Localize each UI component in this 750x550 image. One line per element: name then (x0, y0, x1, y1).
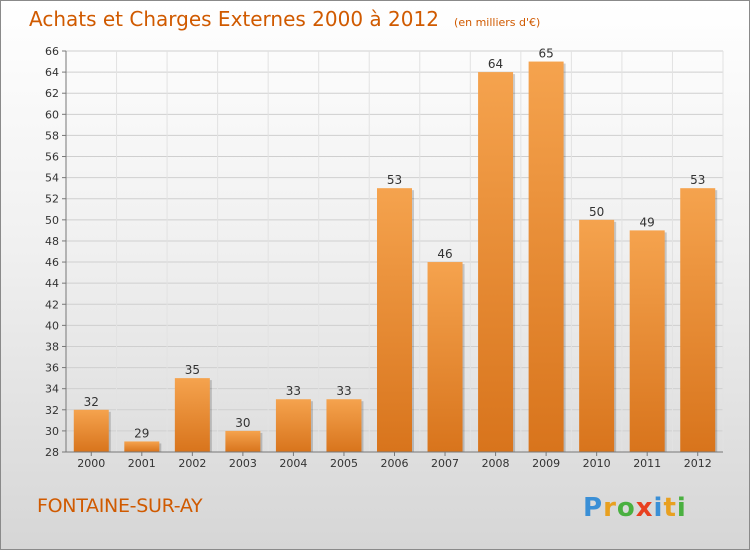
x-tick-label: 2010 (583, 457, 611, 470)
bar (326, 399, 362, 452)
bar (174, 378, 210, 452)
y-tick-label: 46 (45, 256, 59, 269)
logo-letter: i (676, 493, 687, 523)
x-tick-label: 2011 (633, 457, 661, 470)
logo-letter: t (663, 493, 677, 523)
proxiti-logo: Proxiti (583, 493, 687, 523)
x-tick-label: 2003 (229, 457, 257, 470)
y-tick-label: 44 (45, 277, 59, 290)
bar-value-label: 64 (488, 57, 503, 71)
y-tick-label: 54 (45, 172, 59, 185)
bar (225, 430, 261, 452)
x-tick-label: 2006 (381, 457, 409, 470)
bar-value-label: 50 (589, 205, 604, 219)
bar (427, 262, 463, 452)
bar-value-label: 35 (185, 363, 200, 377)
y-tick-label: 50 (45, 214, 59, 227)
x-tick-label: 2002 (178, 457, 206, 470)
logo-letter: r (603, 493, 617, 523)
logo-letter: o (616, 493, 636, 523)
x-tick-label: 2005 (330, 457, 358, 470)
bar-value-label: 33 (336, 384, 351, 398)
y-axis: 28 30 32 34 36 38 40 42 44 46 48 50 52 54 56 58 60 62 64 66 (45, 45, 67, 459)
y-tick-label: 30 (45, 425, 59, 438)
bar-value-label: 53 (387, 173, 402, 187)
bar-value-label: 49 (640, 215, 655, 229)
x-tick-label: 2009 (532, 457, 560, 470)
bar-value-label: 29 (134, 426, 149, 440)
bar (629, 230, 665, 452)
x-tick-label: 2004 (279, 457, 307, 470)
y-tick-label: 48 (45, 235, 59, 248)
title-block: Achats et Charges Externes 2000 à 2012 (… (29, 7, 540, 31)
bars: 32 29 35 30 33 33 53 46 64 65 50 49 53 (73, 47, 718, 453)
bar (73, 409, 109, 452)
bar (124, 441, 160, 452)
bar (579, 219, 615, 452)
y-tick-label: 62 (45, 87, 59, 100)
chart-title: Achats et Charges Externes 2000 à 2012 (29, 7, 439, 31)
x-tick-label: 2012 (684, 457, 712, 470)
chart-subtitle: (en milliers d'€) (454, 16, 541, 29)
bar-value-label: 30 (235, 416, 250, 430)
y-tick-label: 32 (45, 404, 59, 417)
bar (478, 72, 514, 453)
x-tick-label: 2008 (482, 457, 510, 470)
x-axis: 2000 2001 2002 2003 2004 2005 2006 2007 2008 2009… (66, 451, 723, 470)
bar (275, 399, 311, 452)
x-tick-label: 2007 (431, 457, 459, 470)
y-tick-label: 42 (45, 298, 59, 311)
y-tick-label: 34 (45, 383, 59, 396)
bar-value-label: 53 (690, 173, 705, 187)
logo-letter: P (583, 493, 604, 523)
bar (377, 188, 412, 452)
bar-value-label: 33 (286, 384, 301, 398)
y-tick-label: 36 (45, 362, 59, 375)
logo-letter: x (635, 493, 654, 523)
x-tick-label: 2000 (77, 457, 105, 470)
y-tick-label: 66 (45, 45, 59, 58)
logo-letter: i (653, 493, 664, 523)
y-tick-label: 58 (45, 129, 59, 142)
y-tick-label: 56 (45, 151, 59, 164)
bar-value-label: 32 (84, 395, 99, 409)
bar (680, 188, 716, 452)
y-tick-label: 64 (45, 66, 59, 79)
y-tick-label: 40 (45, 319, 59, 332)
commune-name: FONTAINE-SUR-AY (37, 495, 203, 517)
y-tick-label: 52 (45, 193, 59, 206)
y-tick-label: 28 (45, 446, 59, 459)
x-tick-label: 2001 (128, 457, 156, 470)
y-tick-label: 38 (45, 340, 59, 353)
bar-value-label: 65 (538, 47, 553, 61)
bar (528, 61, 564, 452)
bar-value-label: 46 (437, 247, 452, 261)
y-tick-label: 60 (45, 108, 59, 121)
